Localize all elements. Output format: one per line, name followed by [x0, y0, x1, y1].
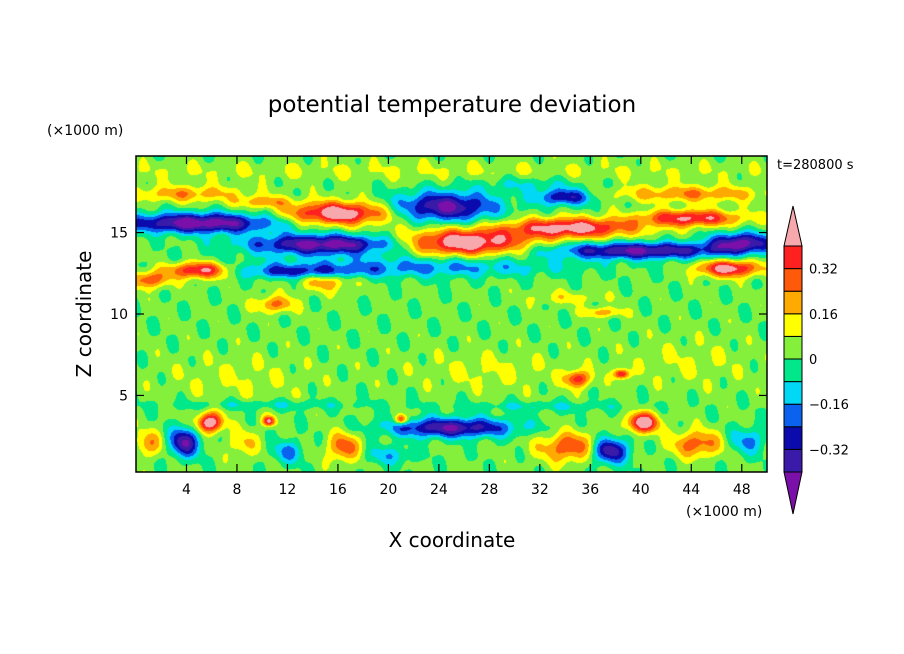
colorbar-bin: [783, 403, 803, 428]
colorbar-bin: [783, 290, 803, 315]
colorbar-bin: [783, 426, 803, 450]
time-label: t=280800 s: [777, 158, 854, 173]
colorbar-extend-max: [783, 205, 803, 247]
y-axis-units: (×1000 m): [47, 123, 123, 139]
colorbar: 0.32 0.16 0 −0.16 −0.32: [783, 205, 849, 515]
y-tick-label: 10: [110, 307, 128, 323]
colorbar-tick-label: −0.16: [809, 398, 849, 413]
x-tick-label: 40: [632, 482, 650, 498]
x-tick-label: 32: [531, 482, 549, 498]
colorbar-tick-label: 0.32: [809, 263, 838, 278]
x-tick-label: 4: [182, 482, 191, 498]
x-tick-label: 24: [430, 482, 448, 498]
colorbar-tick-label: 0.16: [809, 308, 838, 323]
heatmap-field: [136, 156, 767, 472]
colorbar-bin: [783, 358, 803, 383]
y-tick-label: 15: [110, 226, 128, 242]
x-tick-label: 48: [733, 482, 751, 498]
colorbar-extend-min: [783, 471, 803, 515]
x-axis-label: X coordinate: [389, 528, 516, 552]
x-tick-label: 20: [379, 482, 397, 498]
x-tick-label: 44: [682, 482, 700, 498]
colorbar-bin: [783, 381, 803, 405]
colorbar-tick-label: −0.32: [809, 443, 849, 458]
x-tick-label: 8: [232, 482, 241, 498]
colorbar-bin: [783, 448, 803, 473]
x-tick-label: 28: [480, 482, 498, 498]
chart-title: potential temperature deviation: [268, 92, 636, 118]
y-axis: 5 10 15: [110, 226, 767, 404]
colorbar-bin: [783, 245, 803, 270]
x-tick-label: 16: [329, 482, 347, 498]
colorbar-tick-label: 0: [809, 353, 817, 368]
x-tick-label: 12: [279, 482, 297, 498]
y-axis-label: Z coordinate: [72, 251, 96, 378]
colorbar-bin: [783, 313, 803, 337]
colorbar-bin: [783, 268, 803, 292]
y-tick-label: 5: [119, 388, 128, 404]
colorbar-bin: [783, 335, 803, 360]
x-axis-units: (×1000 m): [686, 504, 762, 520]
x-axis: 4 8 12 16 20 24 28 32 36 40 44 48: [182, 156, 751, 498]
x-tick-label: 36: [581, 482, 599, 498]
